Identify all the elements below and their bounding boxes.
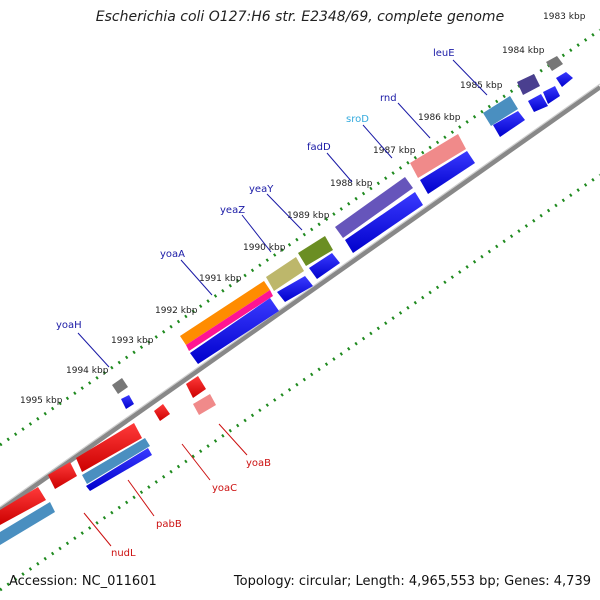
kbp-label: 1987 kbp [373, 146, 416, 156]
gene-label-yoaH: yoaH [56, 320, 82, 331]
gene-box [112, 378, 128, 394]
gene-arrow [309, 253, 340, 279]
gene-label-fadD: fadD [307, 142, 331, 153]
accession-text: Accession: NC_011601 [9, 574, 157, 589]
gene-label-pabB: pabB [156, 519, 182, 530]
reverse-features [0, 376, 216, 545]
kbp-label: 1992 kbp [155, 306, 198, 316]
genome-summary-text: Topology: circular; Length: 4,965,553 bp… [233, 574, 591, 589]
gene-label-rnd: rnd [380, 93, 397, 104]
gene-label-yeaY: yeaY [249, 184, 274, 195]
gene-box [546, 56, 563, 71]
forward-arrows [121, 72, 573, 409]
gene-arrow [420, 151, 475, 194]
gene-arrow [121, 395, 134, 409]
gene-label-yeaZ: yeaZ [220, 205, 245, 216]
gene-box [0, 502, 55, 545]
gene-arrow [277, 276, 313, 302]
gene-arrow [528, 94, 548, 112]
gene-label-nudL: nudL [111, 548, 136, 559]
gene-box [410, 134, 466, 178]
gene-box [82, 438, 150, 484]
gene-box [193, 394, 216, 415]
gene-box [483, 96, 518, 126]
kbp-label: 1984 kbp [502, 46, 545, 56]
gene-box [517, 74, 540, 95]
gene-arrow [556, 72, 573, 87]
gene-arrow [154, 404, 170, 421]
gene-arrow [48, 462, 77, 489]
kbp-label: 1985 kbp [460, 81, 503, 91]
gene-arrow [76, 423, 142, 472]
kbp-label: 1988 kbp [330, 179, 373, 189]
genome-title: Escherichia coli O127:H6 str. E2348/69, … [95, 9, 505, 25]
gene-box [298, 236, 333, 266]
gene-arrow [186, 376, 206, 398]
kbp-label: 1994 kbp [66, 366, 109, 376]
gene-label-yoaA: yoaA [160, 249, 185, 260]
reverse-gene-labels: yoaB yoaC pabB nudL [111, 458, 271, 559]
gene-arrow [493, 111, 525, 137]
outer-tick-ring [0, 28, 600, 447]
gene-box [186, 290, 273, 351]
kbp-label: 1993 kbp [111, 336, 154, 346]
gene-label-sroD: sroD [346, 114, 369, 125]
gene-arrow [543, 86, 560, 104]
gene-label-yoaB: yoaB [246, 458, 271, 469]
kbp-label: 1991 kbp [199, 274, 242, 284]
gene-box [266, 257, 304, 291]
kbp-label: 1986 kbp [418, 113, 461, 123]
gene-arrow [86, 448, 152, 491]
kbp-label: 1995 kbp [20, 396, 63, 406]
genome-backbone [0, 84, 600, 513]
reverse-leader-lines [83, 423, 248, 547]
kbp-label: 1983 kbp [543, 12, 586, 22]
gene-arrow [345, 192, 423, 253]
gene-box [180, 281, 270, 345]
kbp-label: 1989 kbp [287, 211, 330, 221]
gene-arrow [0, 487, 46, 525]
forward-gene-labels: leuE rnd sroD fadD yeaY yeaZ yoaA yoaH [56, 48, 455, 331]
gene-arrow [190, 298, 279, 364]
gene-label-yoaC: yoaC [212, 483, 237, 494]
kbp-labels: 1983 kbp 1984 kbp 1985 kbp 1986 kbp 1987… [20, 12, 586, 406]
forward-features [112, 56, 563, 394]
gene-box [335, 177, 413, 238]
forward-leader-lines [77, 59, 488, 368]
kbp-label: 1990 kbp [243, 243, 286, 253]
gene-label-leuE: leuE [433, 48, 455, 59]
